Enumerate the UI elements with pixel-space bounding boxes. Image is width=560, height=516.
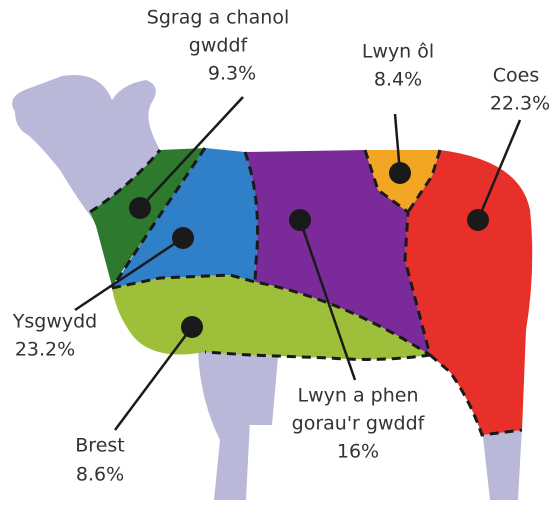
cut-share: 23.2% [15,339,75,361]
cut-share: 16% [337,441,379,463]
cut-name: Lwyn a phen [298,385,419,407]
cut-dot [289,209,311,231]
cut-name: gwddf [189,35,249,57]
cut-share: 8.6% [76,464,124,486]
cut-dot [181,316,203,338]
cut-share: 8.4% [374,69,422,91]
cut-dot [172,227,194,249]
rear-hoof [482,426,522,500]
cut-name: Coes [493,65,539,87]
cut-share: 9.3% [208,63,256,85]
cut-dot [129,197,151,219]
back-leg-hidden [246,354,278,425]
cut-name: Lwyn ôl [362,41,434,63]
cut-dot [389,162,411,184]
leg-cut [405,150,532,435]
cut-name: Brest [75,435,124,457]
cut-name: gorau'r gwddf [292,413,426,435]
front-leg [198,350,250,500]
cut-dot [467,209,489,231]
lamb-diagram: Sgrag a chanol gwddf 9.3% Lwyn ôl 8.4% C… [0,0,560,516]
cut-share: 22.3% [490,93,550,115]
cut-name: Ysgwydd [12,311,97,333]
cut-name: Sgrag a chanol [147,7,289,29]
